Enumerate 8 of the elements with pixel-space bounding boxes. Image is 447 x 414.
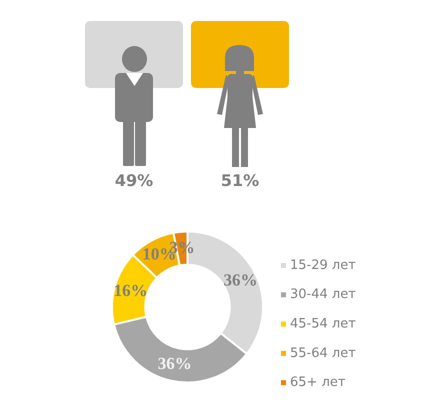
legend-label: 15-29 лет (290, 258, 356, 273)
legend-label: 45-54 лет (290, 316, 356, 332)
legend-label: 55-64 лет (290, 346, 356, 361)
data-label: 36% (224, 270, 258, 290)
data-label: 36% (158, 354, 192, 373)
legend-label: 65+ лет (290, 375, 346, 390)
legend-label: 30-44 лет (290, 287, 356, 302)
data-label: 16% (114, 281, 148, 300)
